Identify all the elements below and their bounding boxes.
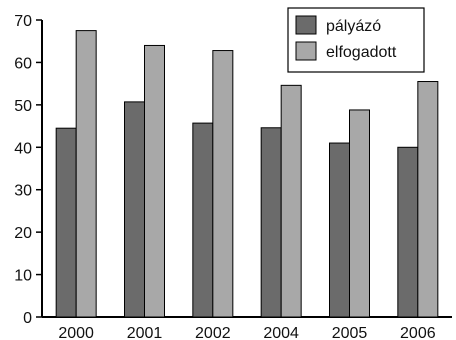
y-tick-label: 30 [14, 183, 32, 200]
x-tick-label: 2005 [332, 325, 368, 340]
legend-label-palyazo: pályázó [326, 18, 381, 35]
x-tick-label: 2000 [58, 325, 94, 340]
legend: pályázó elfogadott [287, 7, 425, 73]
legend-label-elfogadott: elfogadott [326, 44, 397, 61]
y-tick-label: 40 [14, 140, 32, 157]
legend-swatch-elfogadott [295, 41, 317, 61]
bar-elfogadott-2004 [280, 84, 302, 318]
bar-palyazo-2001 [124, 101, 145, 318]
y-tick-label: 10 [14, 268, 32, 285]
bar-elfogadott-2002 [212, 50, 234, 318]
bar-elfogadott-2000 [75, 30, 97, 318]
bar-palyazo-2006 [397, 146, 419, 318]
bar-elfogadott-2006 [417, 81, 439, 318]
x-tick-label: 2001 [127, 325, 163, 340]
x-tick-label: 2006 [400, 325, 436, 340]
bar-series-group [55, 30, 439, 318]
y-tick-label: 50 [14, 98, 32, 115]
bar-palyazo-2002 [192, 122, 214, 318]
x-tick-label: 2004 [263, 325, 299, 340]
bar-palyazo-2005 [329, 142, 350, 318]
y-tick-label: 60 [14, 55, 32, 72]
bar-elfogadott-2005 [349, 109, 370, 318]
bar-palyazo-2004 [260, 127, 282, 318]
y-tick-label: 70 [14, 13, 32, 30]
x-axis: 2000 2001 2002 2004 2005 2006 [42, 316, 452, 340]
legend-swatch-palyazo [295, 15, 317, 35]
y-axis: 0 10 20 30 40 50 60 70 [14, 13, 43, 327]
bar-elfogadott-2001 [144, 44, 165, 318]
x-tick-label: 2002 [195, 325, 231, 340]
y-tick-label: 0 [23, 310, 32, 327]
bar-palyazo-2000 [55, 127, 77, 318]
y-tick-label: 20 [14, 225, 32, 242]
